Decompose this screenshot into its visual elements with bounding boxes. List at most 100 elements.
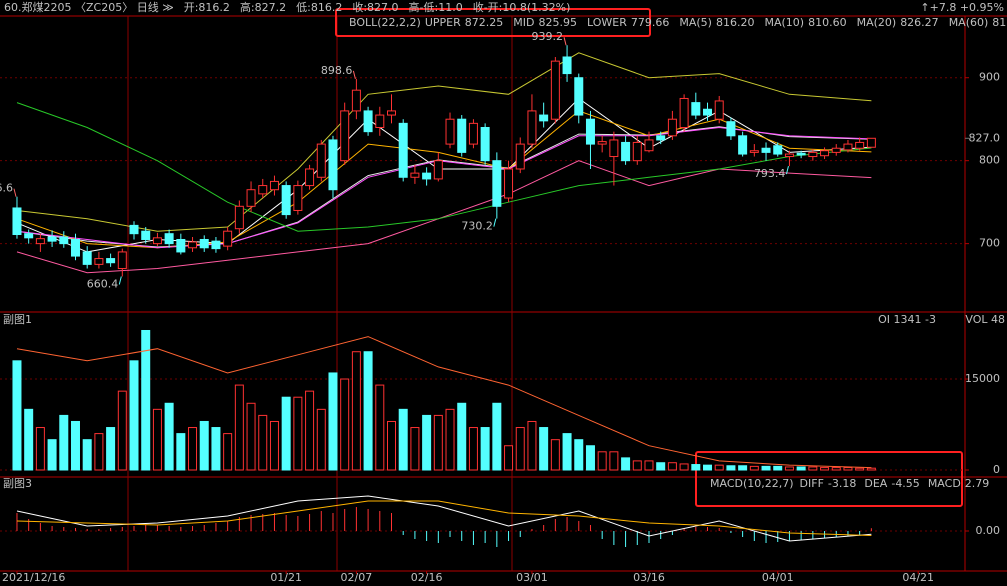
y-tick-label: 15000 xyxy=(965,372,1000,385)
extreme-arrow xyxy=(785,166,789,175)
volume-bar xyxy=(141,329,151,471)
volume-bar xyxy=(855,467,865,471)
header-item: 收-开:10.8(1.32%) xyxy=(473,0,571,14)
volume-bar xyxy=(82,439,92,471)
candle-body xyxy=(597,141,607,145)
candle-body xyxy=(726,121,736,137)
y-tick-label: 900 xyxy=(979,71,1000,84)
panel-title: 副图1 xyxy=(3,313,32,326)
legend-name: MA(5) xyxy=(679,16,712,29)
legend-name: UPPER xyxy=(425,16,461,29)
candle-body xyxy=(305,168,315,187)
volume-bar xyxy=(269,420,279,471)
candle-body xyxy=(351,89,361,112)
extreme-label: 756.6 xyxy=(0,182,13,195)
candle-body xyxy=(855,141,865,149)
volume-bar xyxy=(152,408,162,471)
candle-body xyxy=(12,207,22,236)
candle-body xyxy=(796,152,806,156)
volume-bar xyxy=(59,414,69,471)
volume-bar xyxy=(527,420,537,471)
volume-bar xyxy=(539,427,549,471)
x-tick-label: 03/16 xyxy=(633,571,665,584)
extreme-label: 939.2 xyxy=(532,30,564,43)
panel-info: VOL 48 xyxy=(965,313,1005,326)
indicator-line xyxy=(16,500,872,536)
volume-bar xyxy=(375,384,385,471)
y-tick-label: 700 xyxy=(979,237,1000,250)
candle-body xyxy=(152,237,162,245)
candle-body xyxy=(691,102,701,116)
candle-body xyxy=(199,238,209,249)
volume-bar xyxy=(726,465,736,471)
volume-bar xyxy=(129,360,139,471)
volume-bar xyxy=(199,420,209,471)
header-item: 收:827.0 xyxy=(352,0,398,14)
volume-bar xyxy=(468,427,478,471)
candle-body xyxy=(188,241,198,249)
candle-body xyxy=(784,153,794,158)
candle-body xyxy=(106,258,116,264)
volume-bar xyxy=(656,462,666,471)
candle-body xyxy=(375,114,385,128)
volume-bar xyxy=(515,427,525,471)
extreme-arrow xyxy=(118,276,122,285)
panel-title: 副图3 xyxy=(3,477,32,490)
header-item: 开:816.2 xyxy=(184,1,230,14)
candle-body xyxy=(258,185,268,195)
candle-body xyxy=(398,122,408,178)
volume-bar xyxy=(234,384,244,471)
volume-bar xyxy=(749,465,759,471)
volume-bar xyxy=(492,402,502,471)
volume-bar xyxy=(691,464,701,471)
indicator-line xyxy=(16,52,872,232)
x-tick-label: 2021/12/16 xyxy=(2,571,65,584)
extreme-arrow xyxy=(13,188,17,197)
candle-body xyxy=(515,143,525,170)
legend-value: 2.79 xyxy=(965,477,990,490)
volume-bar xyxy=(632,460,642,471)
candle-body xyxy=(328,139,338,191)
volume-bar xyxy=(387,420,397,471)
candle-body xyxy=(550,60,560,120)
candle-body xyxy=(117,251,127,270)
legend-value: 815.34 xyxy=(992,16,1007,29)
volume-bar xyxy=(597,451,607,471)
volume-bar xyxy=(410,427,420,471)
legend-title: MACD(10,22,7) xyxy=(710,477,794,490)
volume-bar xyxy=(12,360,22,471)
volume-bar xyxy=(94,433,104,471)
candle-body xyxy=(843,143,853,151)
candle-body xyxy=(211,240,221,250)
extreme-label: 730.2 xyxy=(461,220,493,233)
candle-body xyxy=(644,139,654,152)
legend-name: MA(60) xyxy=(949,16,989,29)
candle-body xyxy=(445,118,455,145)
candle-body xyxy=(234,205,244,230)
extreme-label: 793.4 xyxy=(754,167,786,180)
legend-value: 826.27 xyxy=(900,16,939,29)
frames xyxy=(0,15,1007,572)
volume-bar xyxy=(703,464,713,471)
candle-body xyxy=(562,56,572,75)
volume-bar xyxy=(188,427,198,471)
extreme-arrow xyxy=(563,37,567,46)
legend-name: DEA xyxy=(864,477,887,490)
volume-bar xyxy=(585,445,595,471)
volume-bar xyxy=(866,467,876,471)
y-tick-label: 800 xyxy=(979,154,1000,167)
candle-body xyxy=(422,172,432,180)
candle-body xyxy=(738,135,748,155)
volume-bar xyxy=(808,466,818,471)
legend-value: 810.60 xyxy=(808,16,847,29)
y-tick-label: 0 xyxy=(993,463,1000,476)
extreme-label: 898.6 xyxy=(321,64,353,77)
candle-body xyxy=(457,118,467,153)
volume-bar xyxy=(761,465,771,471)
candle-body xyxy=(70,238,80,257)
last-price: 827.0 xyxy=(969,131,1001,144)
candle-body xyxy=(773,145,783,155)
candle-body xyxy=(176,238,186,253)
volume-bar xyxy=(398,408,408,471)
panel-info: OI 1341 -3 xyxy=(878,313,936,326)
